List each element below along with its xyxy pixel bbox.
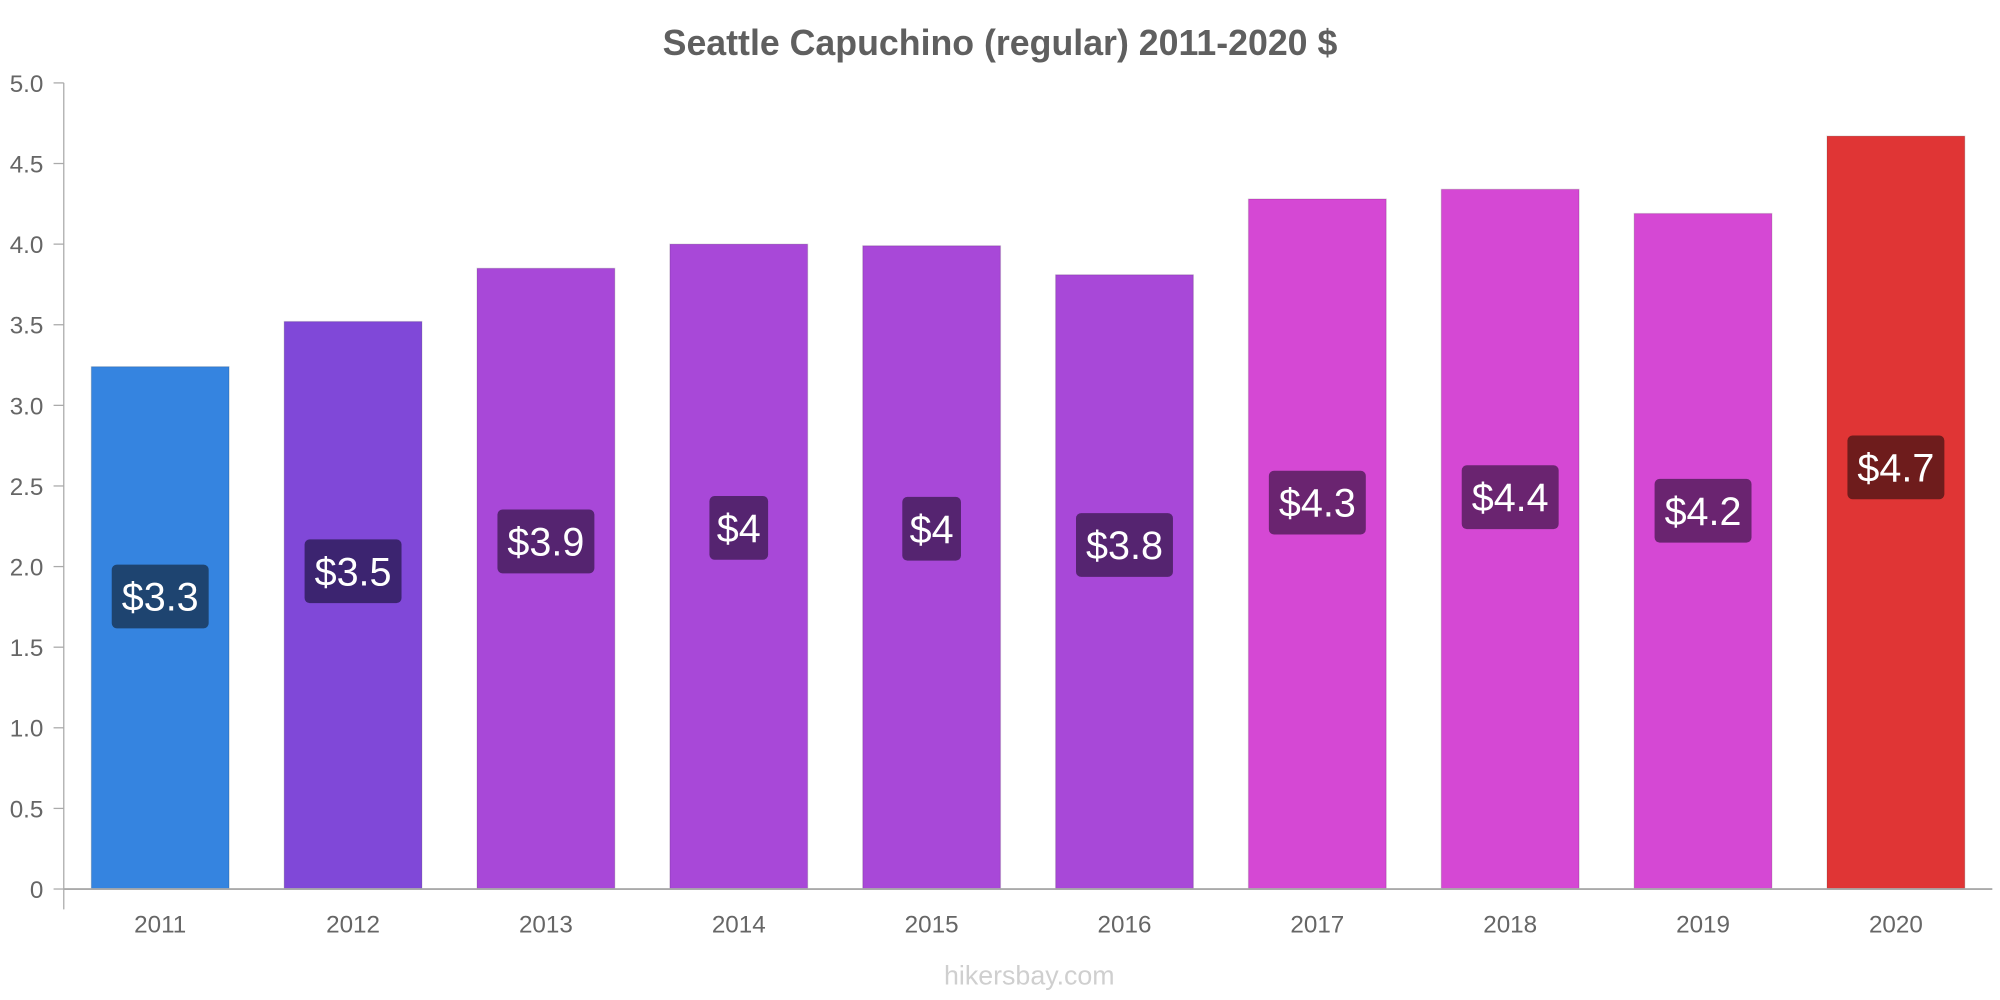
- x-tick-label: 2015: [905, 911, 959, 938]
- data-label: $3.5: [315, 550, 392, 594]
- y-tick-label: 2.5: [10, 474, 44, 501]
- x-tick-label: 2011: [134, 911, 186, 938]
- bar-2013: [476, 267, 616, 890]
- data-label-bg: [304, 539, 402, 604]
- data-label: $4.4: [1472, 476, 1549, 520]
- y-tick-label: 5.0: [10, 71, 44, 98]
- bar-2014: [669, 243, 809, 890]
- y-axis: 0 0.5 1.0 1.5 2.0 2.5 3.0 3.5 4.0 4.5 5.0: [10, 71, 65, 910]
- bar-2012: [283, 320, 423, 890]
- y-tick-label: 3.0: [10, 393, 44, 420]
- x-tick-label: 2017: [1290, 911, 1344, 938]
- y-tick-label: 0: [30, 877, 43, 904]
- x-tick-label: 2016: [1098, 911, 1152, 938]
- x-tick-label: 2018: [1483, 911, 1537, 938]
- y-tick-label: 2.0: [10, 555, 44, 582]
- x-axis: 2011 2012 2013 2014 2015 2016 2017 2018 2019 2020: [63, 888, 1993, 938]
- y-tick-label: 3.5: [10, 313, 44, 340]
- y-tick-label: 4.0: [10, 232, 44, 259]
- y-tick-label: 1.5: [10, 635, 44, 662]
- data-label-bg: [709, 495, 769, 560]
- data-label-bg: [1268, 470, 1366, 535]
- y-tick-label: 1.0: [10, 716, 44, 743]
- data-label: $4.2: [1665, 490, 1742, 534]
- x-tick-label: 2019: [1676, 911, 1730, 938]
- data-label-bg: [1654, 478, 1752, 543]
- y-tick-label: 4.5: [10, 151, 44, 178]
- data-label: $4.7: [1857, 446, 1934, 490]
- chart-title: Seattle Capuchino (regular) 2011-2020 $: [663, 23, 1338, 63]
- y-tick-label: 0.5: [10, 796, 44, 823]
- x-tick-label: 2014: [712, 911, 766, 938]
- bar-2016: [1054, 274, 1194, 890]
- data-label-bg: [111, 564, 209, 629]
- bar-2015: [862, 245, 1002, 890]
- data-label: $4: [717, 507, 761, 551]
- bar-2019: [1633, 212, 1773, 890]
- data-label-bg: [902, 496, 961, 561]
- bar-2017: [1247, 198, 1387, 890]
- data-label: $3.8: [1086, 524, 1163, 568]
- bars: $3.3 $3.5 $3.9 $4 $4 $3.8 $4.3 $4.4 $4.2 $4.7: [90, 135, 1966, 890]
- data-label-bg: [1461, 465, 1559, 530]
- data-label: $3.9: [507, 520, 584, 564]
- data-label-bg: [1076, 513, 1173, 577]
- x-tick-label: 2020: [1869, 911, 1923, 938]
- data-label: $4.3: [1279, 482, 1356, 526]
- x-tick-label: 2013: [519, 911, 573, 938]
- bar-2020: [1826, 135, 1966, 890]
- x-tick-label: 2012: [326, 911, 380, 938]
- data-label-bg: [1847, 435, 1945, 500]
- data-label: $4: [910, 508, 954, 552]
- data-label-bg: [497, 509, 595, 574]
- data-label: $3.3: [122, 576, 199, 620]
- bar-2018: [1440, 188, 1580, 890]
- watermark: hikersbay.com: [944, 961, 1115, 991]
